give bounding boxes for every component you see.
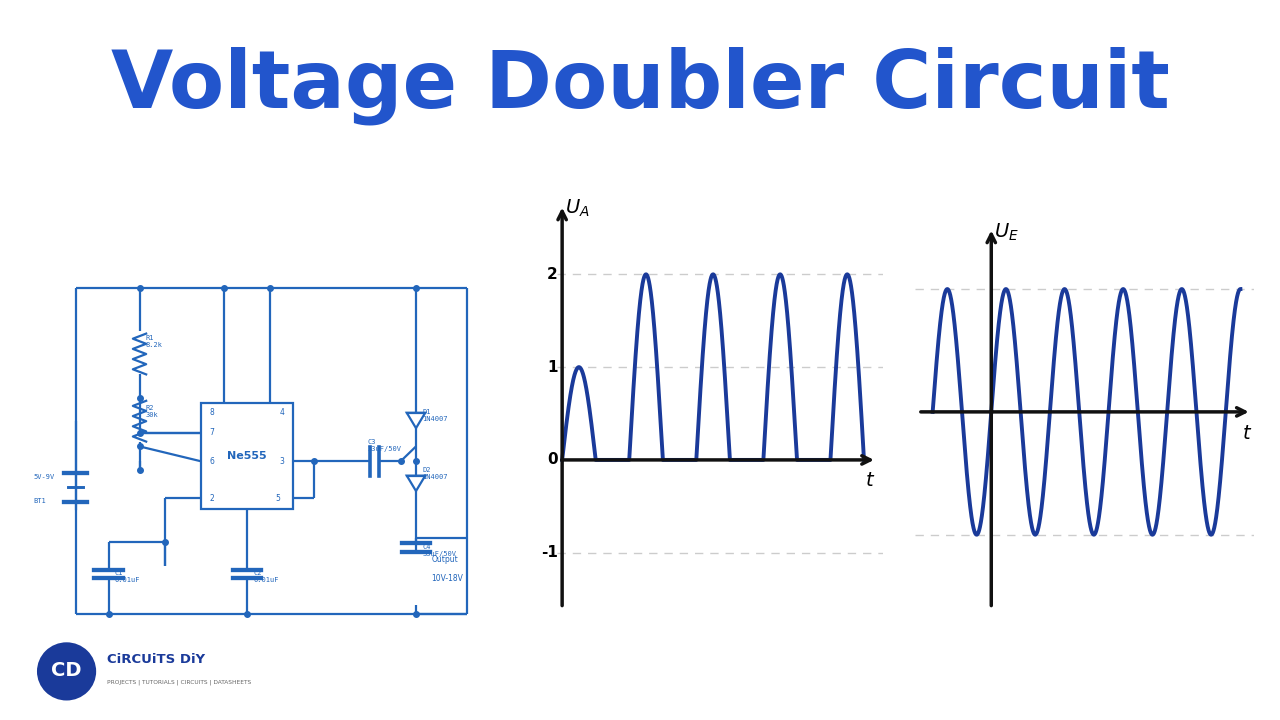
Text: 2: 2 [210, 494, 215, 503]
Text: C2
0.01uF: C2 0.01uF [253, 570, 279, 583]
Text: 8: 8 [210, 408, 215, 418]
Text: BT1: BT1 [33, 498, 46, 504]
Text: Output: Output [431, 554, 458, 564]
Text: 5V-9V: 5V-9V [33, 474, 54, 480]
Text: $U_A$: $U_A$ [564, 198, 590, 220]
Text: Voltage Doubler Circuit: Voltage Doubler Circuit [110, 47, 1170, 125]
Bar [201, 403, 293, 509]
Text: D2
1N4007: D2 1N4007 [422, 467, 448, 480]
Text: 1: 1 [548, 359, 558, 374]
Text: 3: 3 [279, 456, 284, 466]
Text: C4
33uF/50V: C4 33uF/50V [422, 544, 456, 557]
Text: 7: 7 [210, 428, 215, 437]
Text: 0: 0 [548, 452, 558, 467]
Text: $t$: $t$ [1242, 424, 1252, 443]
Text: C1
0.01uF: C1 0.01uF [115, 570, 141, 583]
Text: $U_E$: $U_E$ [995, 222, 1019, 243]
Text: C3
33uF/50V: C3 33uF/50V [367, 438, 402, 451]
Text: $t$: $t$ [865, 471, 876, 490]
Text: Ne555: Ne555 [228, 451, 266, 461]
Text: D1
1N4007: D1 1N4007 [422, 410, 448, 423]
Text: R1
8.2k: R1 8.2k [146, 335, 163, 348]
Text: -1: -1 [541, 545, 558, 560]
Text: PROJECTS | TUTORIALS | CIRCUITS | DATASHEETS: PROJECTS | TUTORIALS | CIRCUITS | DATASH… [106, 680, 251, 685]
Text: 10V-18V: 10V-18V [431, 574, 463, 582]
Text: CiRCUiTS DiY: CiRCUiTS DiY [106, 652, 205, 665]
Text: 5: 5 [275, 494, 280, 503]
Circle shape [35, 640, 99, 703]
Text: 4: 4 [279, 408, 284, 418]
Text: 2: 2 [547, 267, 558, 282]
Text: R2
30k: R2 30k [146, 405, 159, 418]
Text: 6: 6 [210, 456, 215, 466]
Text: CD: CD [51, 661, 82, 680]
